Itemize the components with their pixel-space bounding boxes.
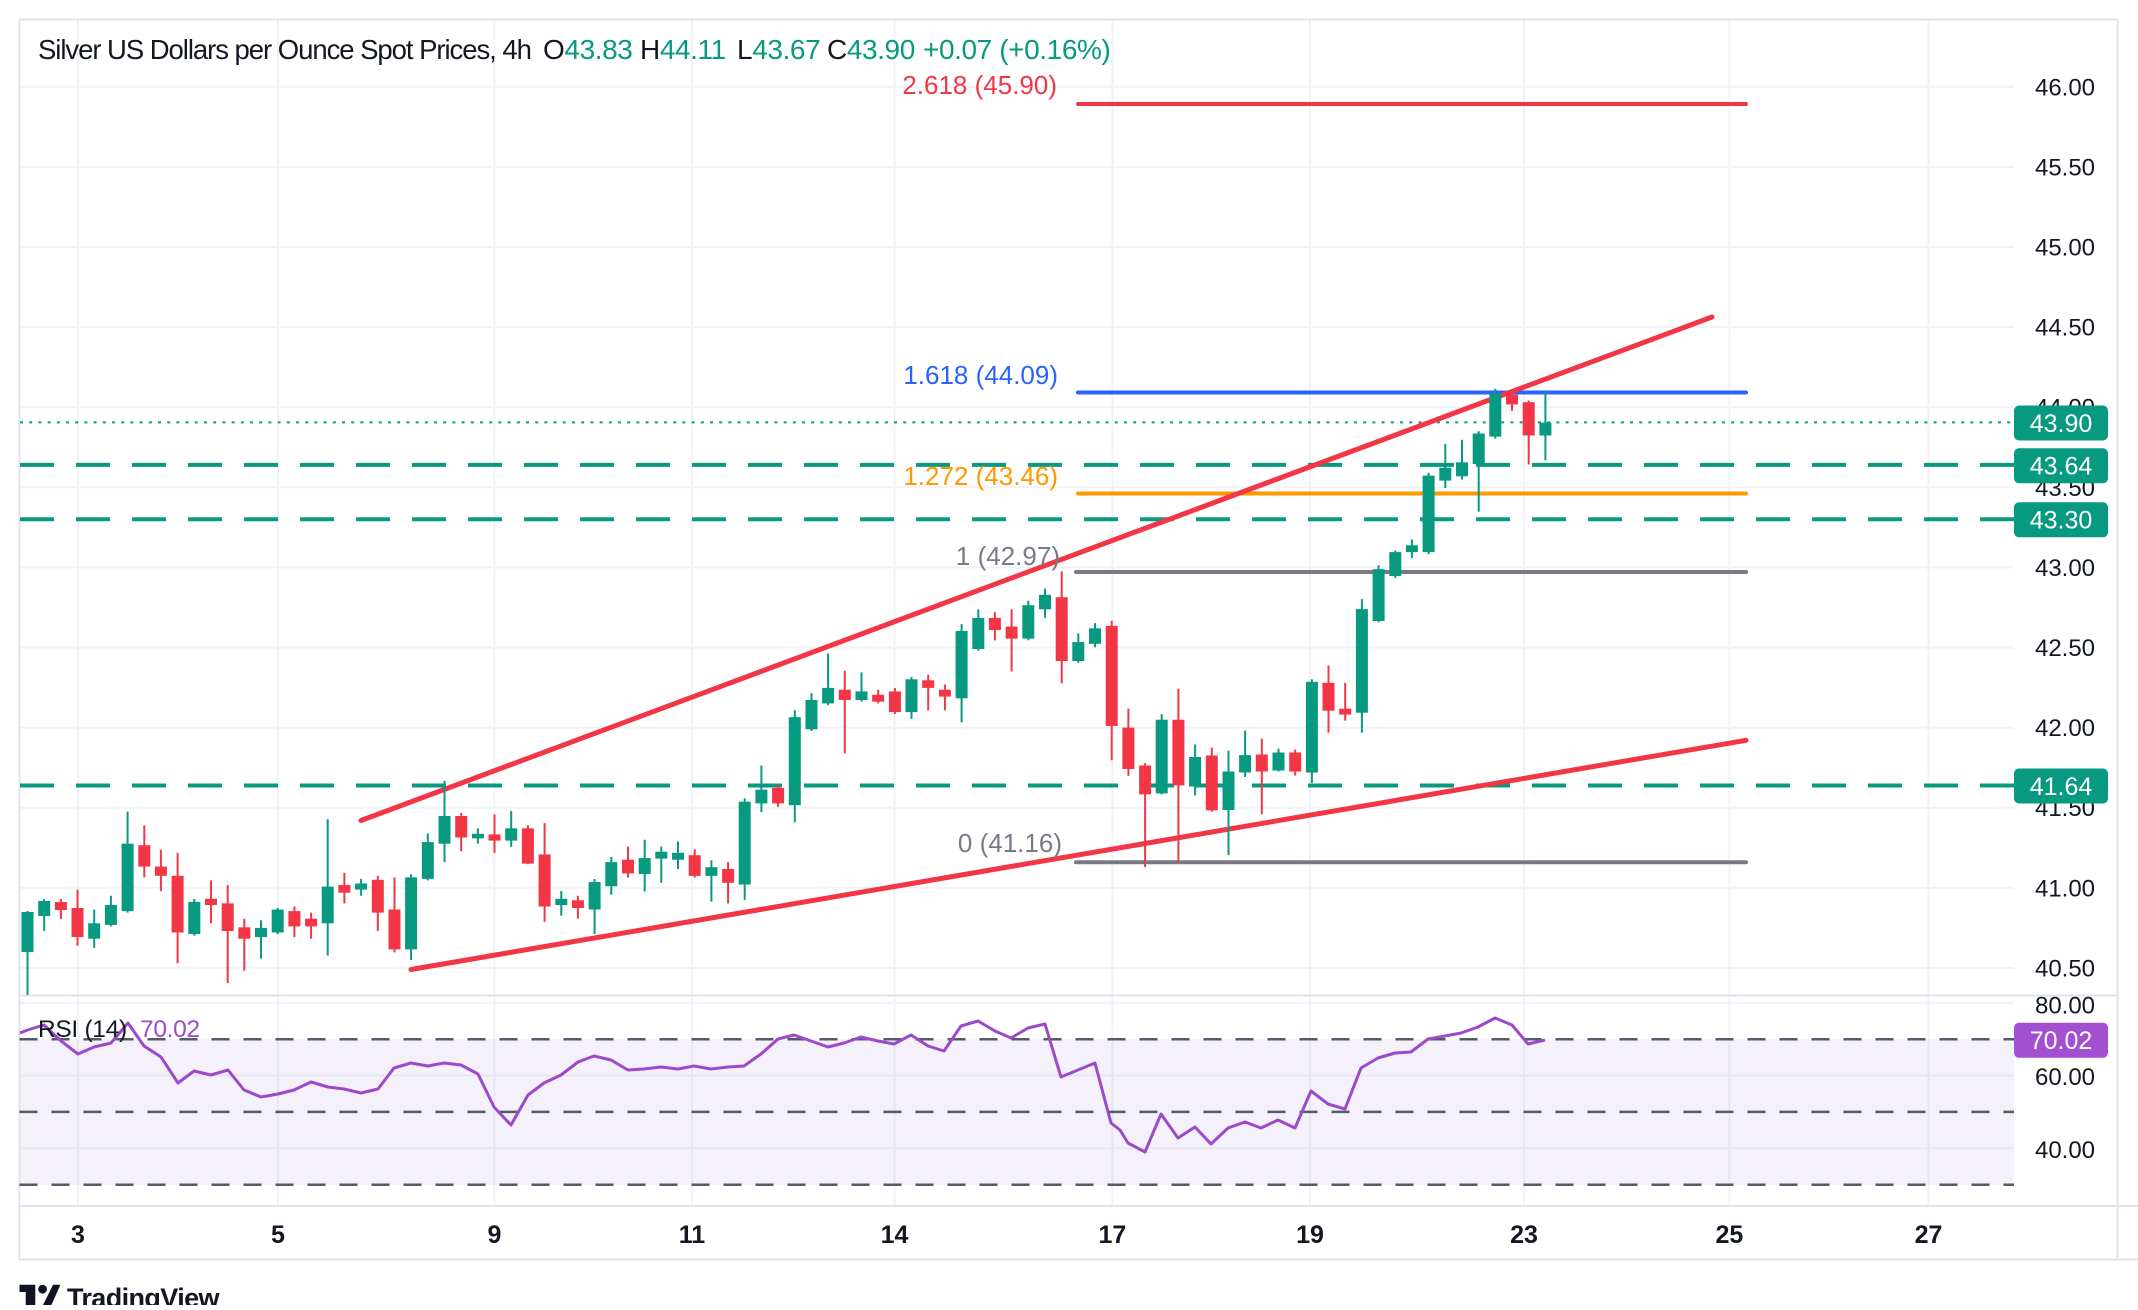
svg-text:5: 5: [271, 1221, 285, 1249]
svg-text:60.00: 60.00: [2035, 1064, 2095, 1091]
svg-text:C43.90: C43.90: [827, 34, 915, 65]
svg-text:70.02: 70.02: [2030, 1027, 2093, 1055]
svg-text:40.00: 40.00: [2035, 1137, 2095, 1164]
svg-text:23: 23: [1510, 1221, 1538, 1249]
svg-text:80.00: 80.00: [2035, 992, 2095, 1019]
svg-text:+0.07 (+0.16%): +0.07 (+0.16%): [923, 34, 1110, 65]
svg-text:27: 27: [1915, 1221, 1943, 1249]
svg-text:H44.11: H44.11: [640, 34, 726, 65]
svg-text:40.50: 40.50: [2035, 955, 2095, 982]
svg-text:O43.83: O43.83: [543, 34, 632, 65]
svg-text:L43.67: L43.67: [737, 34, 820, 65]
svg-text:44.50: 44.50: [2035, 315, 2095, 342]
svg-text:1 (42.97): 1 (42.97): [956, 541, 1060, 571]
svg-text:41.64: 41.64: [2030, 773, 2093, 801]
svg-text:70.02: 70.02: [140, 1016, 200, 1043]
svg-text:42.00: 42.00: [2035, 715, 2095, 742]
svg-text:2.618 (45.90): 2.618 (45.90): [902, 70, 1057, 100]
svg-text:43.00: 43.00: [2035, 555, 2095, 582]
svg-text:43.90: 43.90: [2030, 410, 2093, 438]
svg-text:9: 9: [487, 1221, 501, 1249]
svg-text:19: 19: [1296, 1221, 1324, 1249]
svg-text:TradingView: TradingView: [67, 1283, 221, 1305]
svg-text:RSI (14): RSI (14): [38, 1016, 127, 1043]
svg-text:1.272 (43.46): 1.272 (43.46): [903, 461, 1058, 491]
svg-text:43.30: 43.30: [2030, 507, 2093, 535]
svg-text:43.64: 43.64: [2030, 453, 2093, 481]
svg-text:0 (41.16): 0 (41.16): [958, 828, 1062, 858]
svg-text:41.00: 41.00: [2035, 875, 2095, 902]
svg-text:Silver US Dollars per Ounce Sp: Silver US Dollars per Ounce Spot Prices,…: [38, 34, 531, 65]
svg-text:45.50: 45.50: [2035, 154, 2095, 181]
svg-text:14: 14: [881, 1221, 909, 1249]
svg-text:17: 17: [1098, 1221, 1126, 1249]
svg-text:25: 25: [1715, 1221, 1743, 1249]
svg-text:11: 11: [679, 1221, 706, 1249]
svg-text:42.50: 42.50: [2035, 635, 2095, 662]
svg-text:1.618 (44.09): 1.618 (44.09): [903, 360, 1058, 390]
svg-text:45.00: 45.00: [2035, 235, 2095, 262]
svg-text:3: 3: [71, 1221, 85, 1249]
svg-text:46.00: 46.00: [2035, 74, 2095, 101]
